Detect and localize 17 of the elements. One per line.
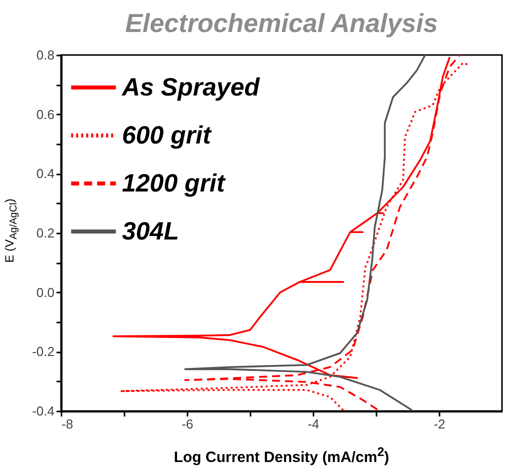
y-tick-label: 0.8 — [36, 48, 54, 62]
y-tick-label: 0.2 — [36, 226, 54, 240]
y-tick-label: -0.2 — [32, 344, 54, 360]
x-axis-title: Log Current Density (mA/cm$^{2}$) — [172, 445, 390, 466]
x-tick-label: -8 — [62, 416, 74, 432]
y-tick-label: 0.4 — [36, 166, 54, 182]
x-tick-label: -6 — [182, 416, 194, 432]
x-tick-label: -2 — [434, 416, 446, 432]
legend-label: 600 grit — [122, 122, 213, 150]
legend-label: 304L — [122, 218, 179, 246]
legend-label: As Sprayed — [121, 74, 260, 102]
y-tick-label: 0.6 — [36, 106, 54, 122]
chart-title: Electrochemical Analysis — [125, 8, 438, 38]
x-tick-label: -4 — [308, 416, 320, 432]
legend-label: 1200 grit — [122, 170, 227, 198]
y-tick-label: -0.4 — [32, 404, 54, 418]
y-tick-label: 0.0 — [36, 284, 54, 300]
